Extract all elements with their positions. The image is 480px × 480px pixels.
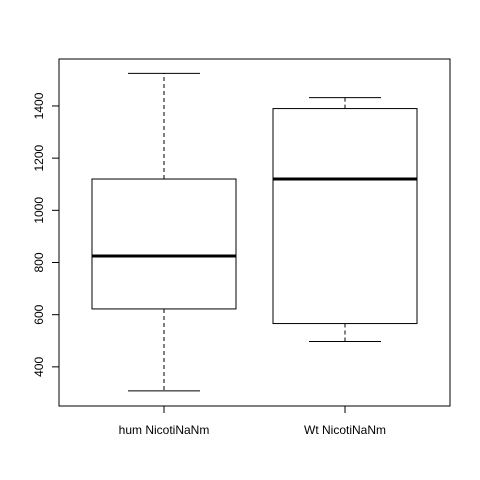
boxes-layer [92,73,417,391]
y-tick-label: 800 [32,252,46,272]
x-tick-label: Wt NicotiNaNm [304,423,386,437]
x-tick-label: hum NicotiNaNm [119,423,210,437]
box-group-1 [92,73,236,391]
y-tick-label: 600 [32,304,46,324]
x-axis: hum NicotiNaNm Wt NicotiNaNm [119,406,386,437]
box-group-2 [273,98,417,342]
y-tick-label: 1400 [32,92,46,119]
y-tick-label: 1000 [32,197,46,224]
y-tick-label: 400 [32,357,46,377]
y-axis: 400 600 800 1000 1200 1400 [32,92,59,377]
box [92,179,236,309]
box [273,109,417,324]
y-tick-label: 1200 [32,144,46,171]
